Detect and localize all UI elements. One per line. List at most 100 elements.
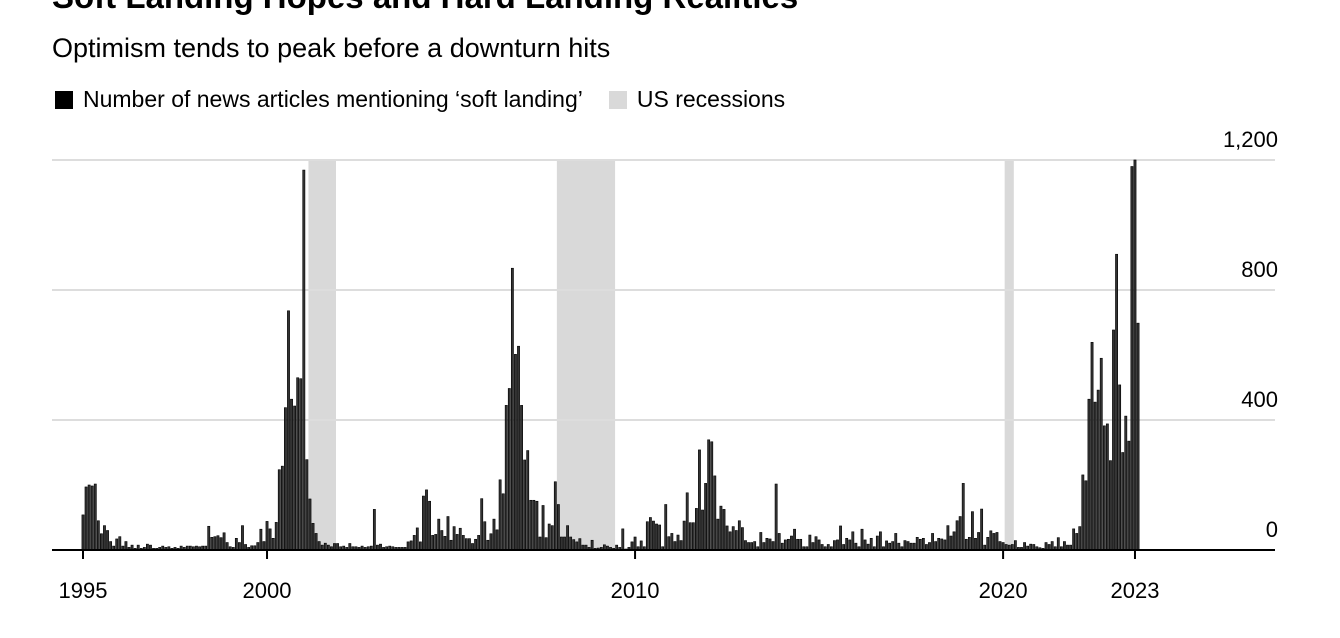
bar [854,542,858,551]
bar [1084,480,1088,551]
bar [716,518,720,551]
bar [710,441,714,551]
bar [848,539,852,551]
bar [520,405,523,551]
bar [998,541,1002,551]
bar [501,493,505,551]
bar [293,405,297,551]
bar [734,530,738,551]
bar [446,516,450,551]
bar [468,538,471,551]
bar [836,539,839,551]
bar [87,484,91,551]
bar [290,398,293,551]
bar [96,520,100,551]
bar [639,540,643,551]
bar [569,536,573,551]
bar [517,345,520,551]
bar [483,521,487,551]
bar [575,541,579,551]
bar [440,530,444,551]
bar [679,540,683,551]
legend-swatch-recessions [608,90,627,109]
bar [937,537,941,551]
bar [526,450,530,551]
bar [544,537,548,551]
bar [869,537,873,551]
bar [787,538,790,551]
bar [299,378,303,551]
bar [725,525,729,551]
bar [744,540,747,551]
bar [415,527,419,551]
bar [621,528,625,551]
bar [464,538,468,551]
bar [839,525,842,551]
bar [409,540,413,551]
bar [897,542,901,551]
bar [280,465,284,551]
bar [728,531,732,551]
bar [777,533,781,551]
bar [1087,398,1091,551]
bar [750,542,754,551]
bar [302,169,306,551]
bar [434,534,438,551]
bar [538,536,542,551]
chart-subtitle: Optimism tends to peak before a downturn… [52,33,611,63]
bar [90,485,94,551]
bar [1013,540,1017,551]
bar [995,532,999,551]
bar [480,498,484,551]
bar [768,538,772,551]
bar [234,537,238,551]
bar [796,538,800,551]
bar [317,541,321,551]
bar [118,536,122,551]
bar [308,498,312,551]
bar [952,531,956,551]
bar [879,531,882,551]
bar [928,542,931,551]
recession-band [1004,160,1014,550]
bar [698,449,701,551]
bar [967,537,971,551]
x-tick-label: 2020 [979,578,1028,603]
bar [1099,357,1103,551]
bar [964,538,968,551]
bar [630,541,634,551]
bar [1133,159,1137,551]
bar [1075,533,1079,551]
bar [817,539,821,551]
x-tick-label: 2010 [611,578,660,603]
bar [946,525,950,551]
bar [256,542,260,551]
bar [774,483,778,551]
bar [486,539,490,551]
bar [422,495,425,551]
bar [790,535,793,551]
bar [265,521,269,551]
bar [934,541,938,551]
bar [648,517,652,551]
bar [845,537,849,551]
bar [685,492,689,551]
bar [529,499,533,551]
bar [986,537,990,551]
bar [980,508,984,551]
bar [885,540,888,551]
bar [259,528,263,551]
bar [860,528,864,551]
bar [425,489,428,551]
bar [1072,528,1076,551]
bar [780,542,784,551]
y-tick-label: 800 [1241,257,1278,282]
bar [207,525,211,551]
bar [274,522,278,551]
bar [296,377,300,551]
bar [808,534,812,551]
bar [771,541,775,551]
bar [1096,389,1100,551]
bar [241,525,244,551]
bar [550,525,554,551]
